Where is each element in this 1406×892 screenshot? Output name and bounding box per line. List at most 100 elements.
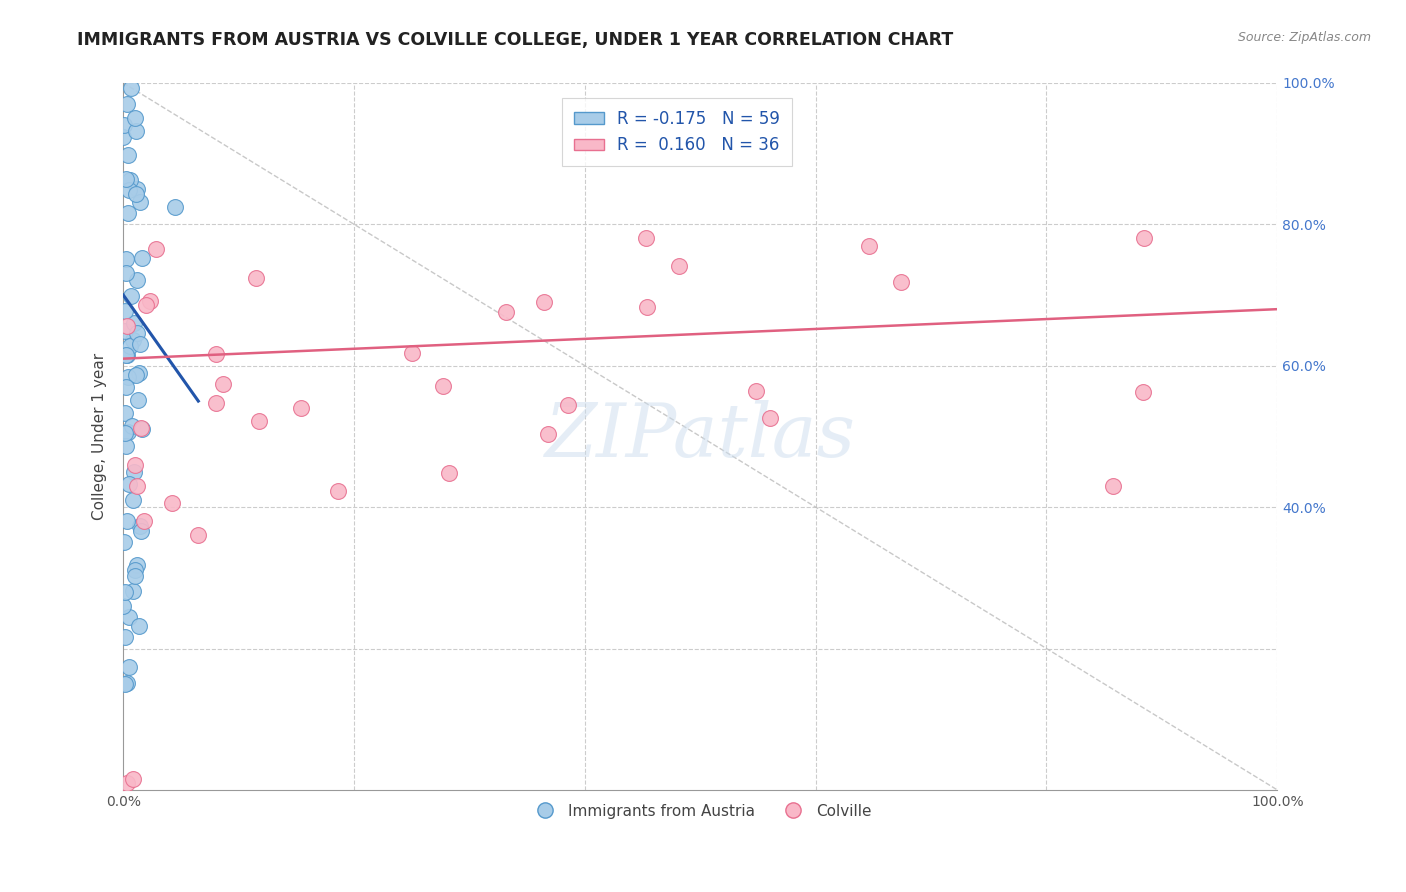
- Point: [537, 427, 560, 442]
- Point: [124, 111, 146, 125]
- Point: [114, 630, 136, 644]
- Point: [124, 568, 146, 582]
- Point: [758, 411, 780, 425]
- Point: [125, 187, 148, 202]
- Point: [745, 384, 768, 398]
- Point: [858, 238, 880, 252]
- Point: [145, 242, 167, 256]
- Point: [114, 440, 136, 454]
- Point: [890, 275, 912, 289]
- Y-axis label: College, Under 1 year: College, Under 1 year: [93, 353, 107, 520]
- Point: [114, 426, 136, 441]
- Point: [132, 514, 155, 528]
- Point: [128, 519, 150, 533]
- Point: [121, 772, 143, 787]
- Point: [187, 528, 209, 542]
- Point: [139, 293, 162, 308]
- Point: [117, 206, 139, 220]
- Text: ZIPatlas: ZIPatlas: [544, 401, 856, 473]
- Point: [121, 418, 143, 433]
- Point: [112, 129, 135, 144]
- Point: [114, 303, 136, 318]
- Point: [114, 348, 136, 362]
- Point: [117, 370, 139, 384]
- Point: [533, 294, 555, 309]
- Text: IMMIGRANTS FROM AUSTRIA VS COLVILLE COLLEGE, UNDER 1 YEAR CORRELATION CHART: IMMIGRANTS FROM AUSTRIA VS COLVILLE COLL…: [77, 31, 953, 49]
- Point: [135, 298, 157, 312]
- Point: [112, 119, 135, 133]
- Point: [249, 414, 271, 428]
- Point: [1132, 231, 1154, 245]
- Point: [115, 348, 138, 362]
- Point: [1102, 478, 1125, 492]
- Point: [129, 194, 152, 209]
- Point: [127, 326, 149, 340]
- Text: Source: ZipAtlas.com: Source: ZipAtlas.com: [1237, 31, 1371, 45]
- Point: [437, 466, 460, 480]
- Point: [115, 380, 138, 394]
- Point: [122, 493, 145, 508]
- Point: [636, 300, 658, 314]
- Point: [121, 584, 143, 599]
- Point: [127, 182, 149, 196]
- Point: [634, 231, 657, 245]
- Legend: Immigrants from Austria, Colville: Immigrants from Austria, Colville: [523, 797, 877, 825]
- Point: [245, 271, 267, 285]
- Point: [290, 401, 312, 416]
- Point: [122, 316, 145, 330]
- Point: [401, 345, 423, 359]
- Point: [118, 476, 141, 491]
- Point: [124, 458, 146, 472]
- Point: [129, 337, 152, 351]
- Point: [125, 273, 148, 287]
- Point: [115, 252, 138, 267]
- Point: [127, 558, 149, 572]
- Point: [115, 676, 138, 690]
- Point: [125, 368, 148, 383]
- Point: [326, 483, 349, 498]
- Point: [115, 514, 138, 528]
- Point: [115, 266, 138, 280]
- Point: [120, 289, 142, 303]
- Point: [118, 339, 141, 353]
- Point: [128, 366, 150, 380]
- Point: [131, 422, 153, 436]
- Point: [117, 660, 139, 674]
- Point: [114, 406, 136, 420]
- Point: [127, 392, 149, 407]
- Point: [118, 610, 141, 624]
- Point: [204, 346, 226, 360]
- Point: [131, 251, 153, 265]
- Point: [117, 148, 139, 162]
- Point: [124, 563, 146, 577]
- Point: [165, 200, 187, 214]
- Point: [211, 377, 233, 392]
- Point: [557, 398, 579, 412]
- Point: [129, 421, 152, 435]
- Point: [129, 524, 152, 538]
- Point: [1132, 384, 1154, 399]
- Point: [128, 619, 150, 633]
- Point: [115, 97, 138, 112]
- Point: [118, 172, 141, 186]
- Point: [122, 465, 145, 479]
- Point: [495, 305, 517, 319]
- Point: [125, 124, 148, 138]
- Point: [127, 479, 149, 493]
- Point: [668, 259, 690, 273]
- Point: [115, 319, 138, 334]
- Point: [204, 395, 226, 409]
- Point: [114, 677, 136, 691]
- Point: [117, 425, 139, 440]
- Point: [115, 776, 138, 790]
- Point: [118, 183, 141, 197]
- Point: [432, 379, 454, 393]
- Point: [122, 333, 145, 347]
- Point: [160, 496, 183, 510]
- Point: [114, 585, 136, 599]
- Point: [120, 81, 142, 95]
- Point: [112, 534, 135, 549]
- Point: [114, 172, 136, 186]
- Point: [112, 599, 135, 614]
- Point: [114, 324, 136, 338]
